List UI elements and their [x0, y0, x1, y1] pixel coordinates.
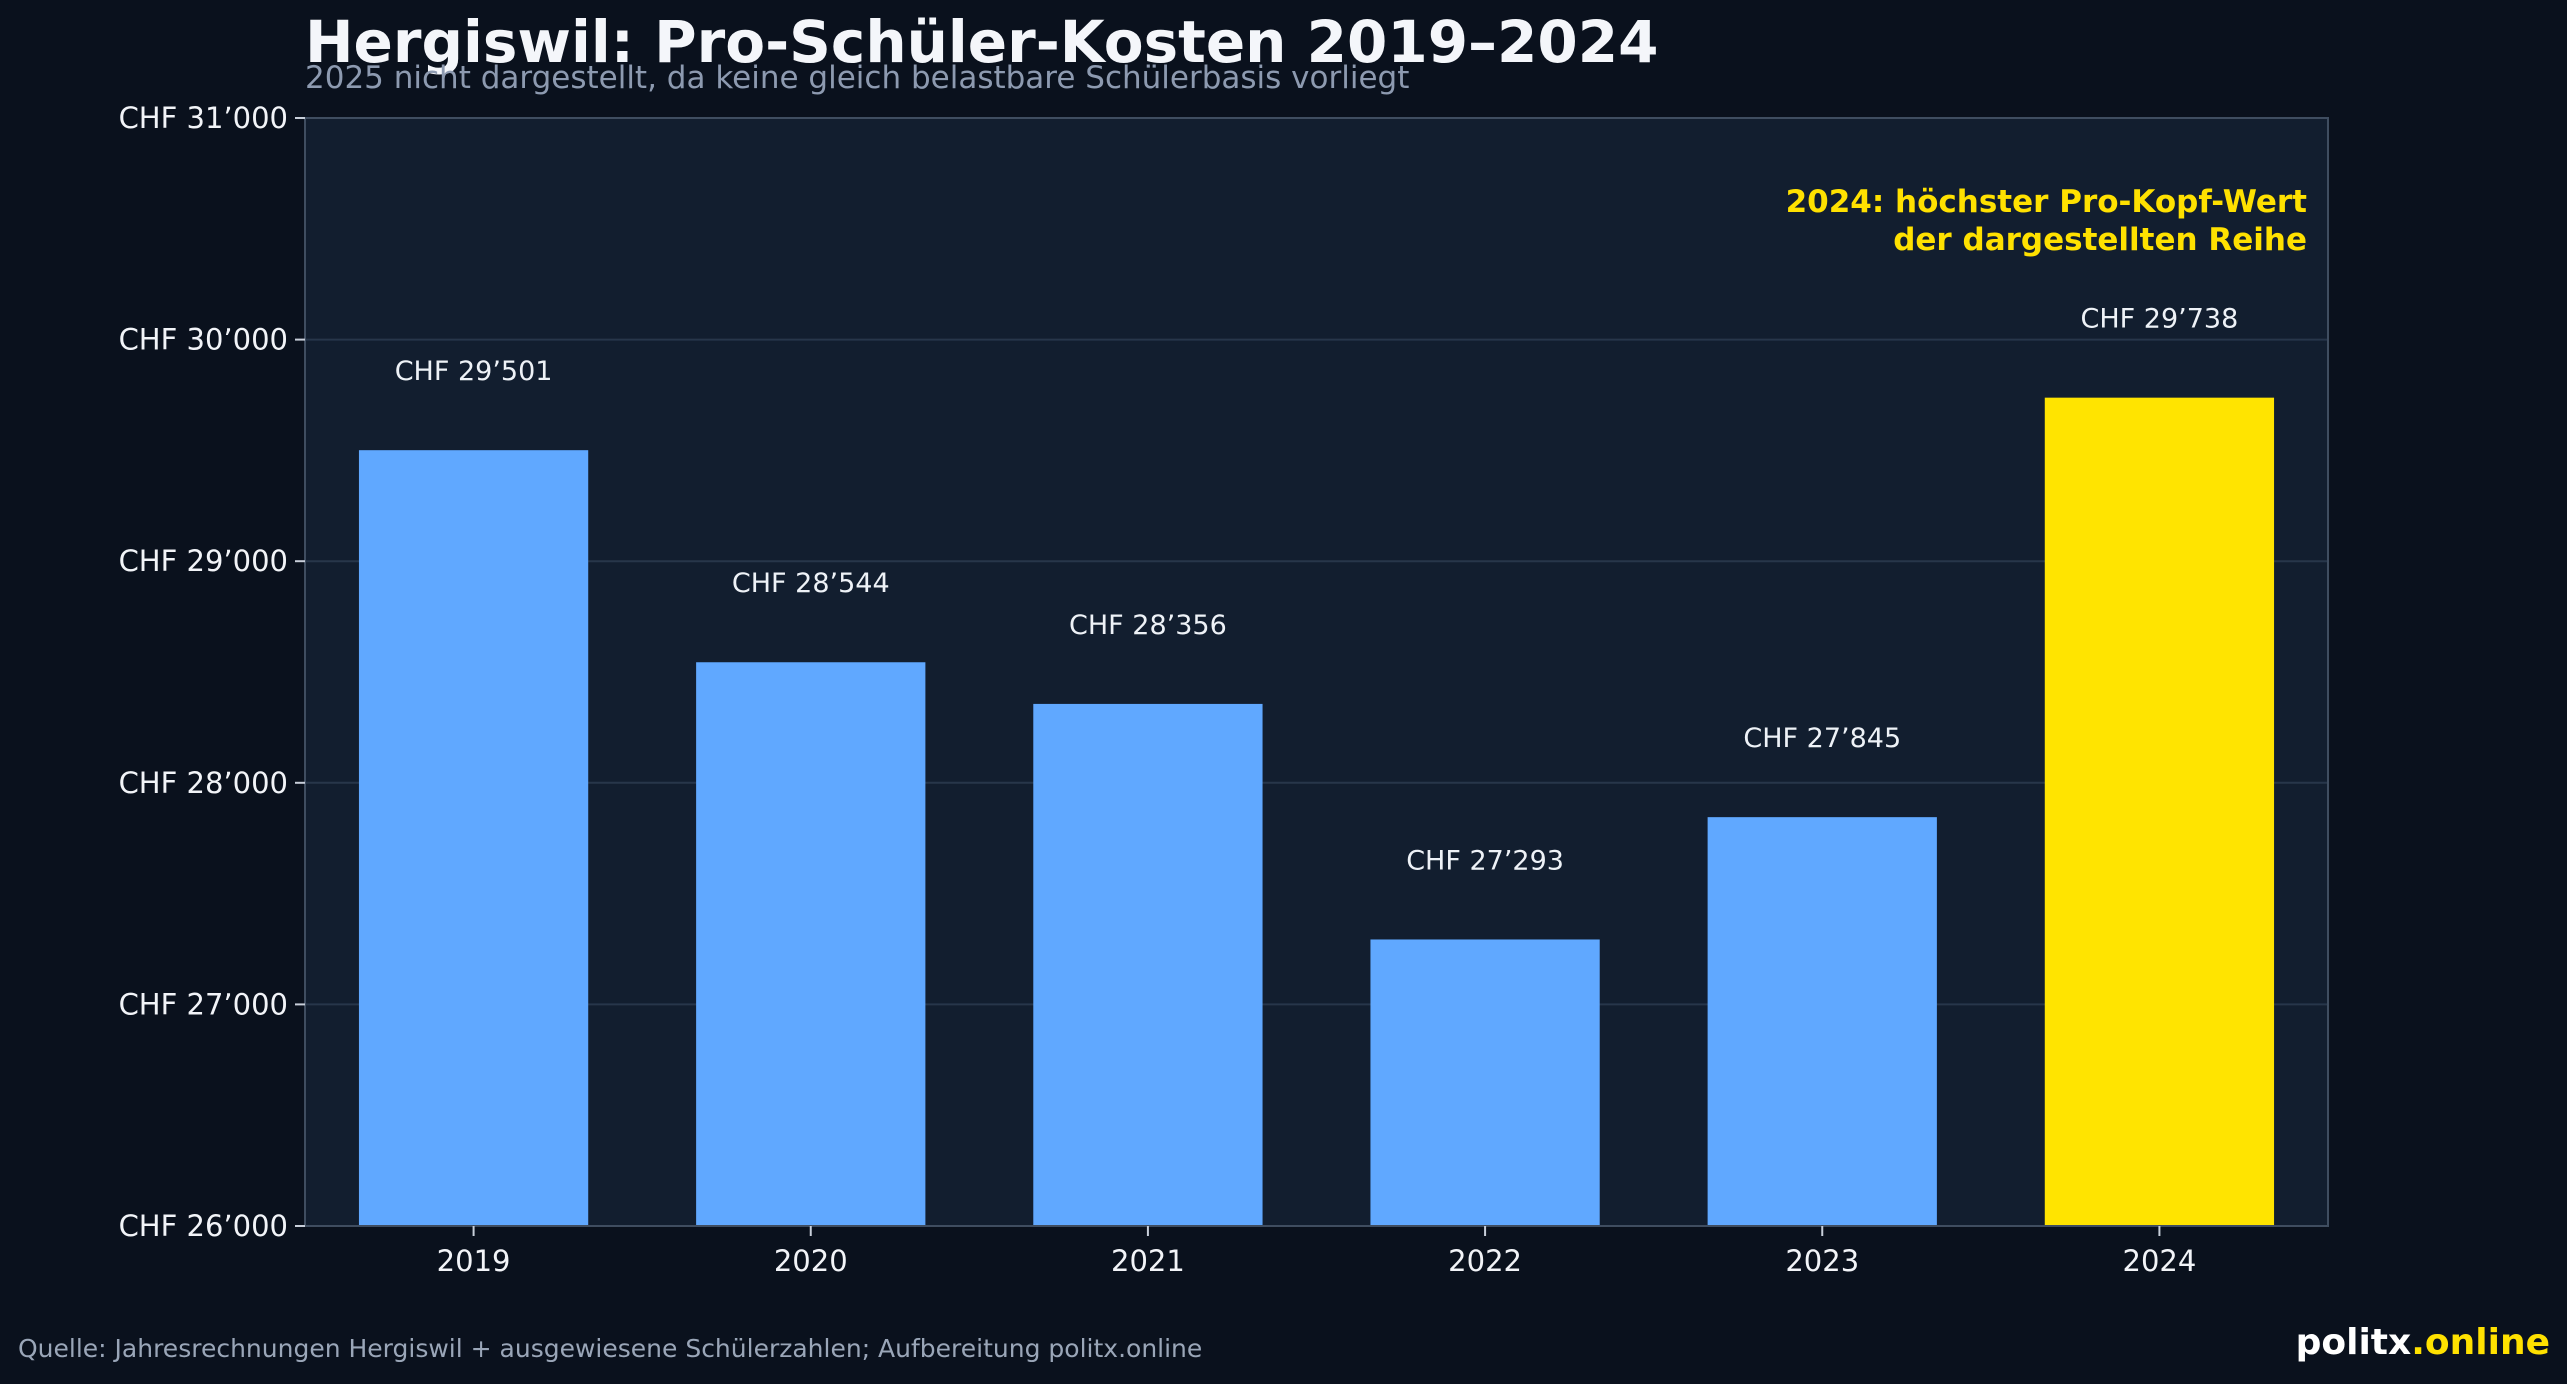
bars: [358, 397, 2275, 1227]
value-labels: CHF 29’501 CHF 28’544 CHF 28’356 CHF 27’293…: [395, 304, 2239, 877]
plot-frame: [304, 117, 2329, 1227]
y-tick-label: CHF 29’000: [119, 544, 288, 578]
x-tick-label: 2019: [437, 1244, 511, 1278]
bar-2023: [1707, 817, 1937, 1226]
x-tick-label: 2022: [1448, 1244, 1522, 1278]
source-note: Quelle: Jahresrechnungen Hergiswil + aus…: [18, 1334, 1203, 1363]
data-label: CHF 27’845: [1743, 723, 1901, 754]
y-tick-label: CHF 31’000: [119, 101, 288, 135]
plot-area: [305, 118, 2328, 1226]
x-tick-label: 2021: [1111, 1244, 1185, 1278]
x-tick-label: 2024: [2123, 1244, 2197, 1278]
grid-lines: [305, 338, 2328, 1006]
x-tick-label: 2023: [1785, 1244, 1859, 1278]
annotation-line: 2024: höchster Pro-Kopf-Wert: [1786, 184, 2308, 220]
x-axis: 2019 2020 2021 2022 2023 2024: [437, 1226, 2197, 1278]
y-tick-label: CHF 28’000: [119, 766, 288, 800]
y-tick-label: CHF 30’000: [119, 323, 288, 357]
chart-title: Hergiswil: Pro-Schüler-Kosten 2019–2024: [305, 8, 1659, 76]
data-label: CHF 28’356: [1069, 610, 1227, 641]
brand-logo: politx.online: [2296, 1322, 2550, 1363]
x-tick-label: 2020: [774, 1244, 848, 1278]
bar-2021: [1033, 703, 1263, 1226]
bar-2022: [1370, 939, 1600, 1226]
brand-accent: .online: [2411, 1322, 2550, 1363]
data-label: CHF 29’738: [2081, 304, 2239, 335]
chart-subtitle: 2025 nicht dargestellt, da keine gleich …: [305, 60, 1410, 96]
y-tick-label: CHF 26’000: [119, 1209, 288, 1243]
y-axis: CHF 26’000 CHF 27’000 CHF 28’000 CHF 29’000…: [119, 101, 305, 1243]
data-label: CHF 27’293: [1406, 845, 1564, 876]
bar-2019: [358, 450, 589, 1226]
data-label: CHF 28’544: [732, 568, 890, 599]
y-tick-label: CHF 27’000: [119, 987, 288, 1021]
bar-2020: [696, 662, 926, 1226]
bar-2024: [2044, 397, 2275, 1227]
brand-main: politx: [2295, 1322, 2412, 1363]
data-label: CHF 29’501: [395, 356, 553, 387]
annotation-line: der dargestellten Reihe: [1893, 222, 2307, 258]
